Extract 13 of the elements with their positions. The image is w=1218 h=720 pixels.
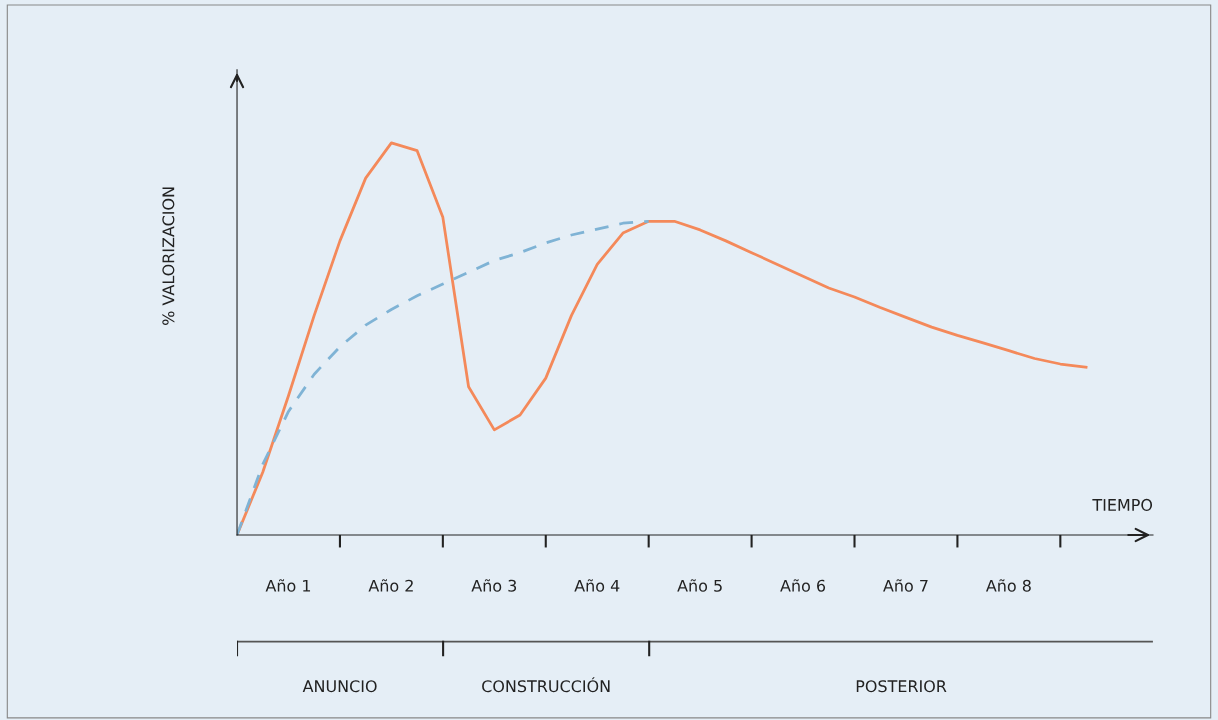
x-tick-label: Año 8: [985, 579, 1031, 592]
x-tick-label: Año 1: [265, 579, 311, 592]
x-tick-label: Año 7: [883, 579, 928, 592]
x-axis-title: TIEMPO: [1092, 498, 1153, 511]
x-tick-label: Año 4: [574, 579, 620, 592]
y-axis-title: % VALORIZACION: [162, 187, 175, 325]
text: CONSTRUCCIÓN: [482, 677, 610, 693]
text: ANUNCIO: [302, 680, 377, 693]
x-tick-label: Año 5: [677, 579, 722, 592]
text: POSTERIOR: [856, 680, 947, 693]
x-tick-label: Año 3: [471, 579, 517, 592]
x-tick-label: Año 2: [368, 579, 413, 592]
x-tick-label: Año 6: [780, 579, 826, 592]
